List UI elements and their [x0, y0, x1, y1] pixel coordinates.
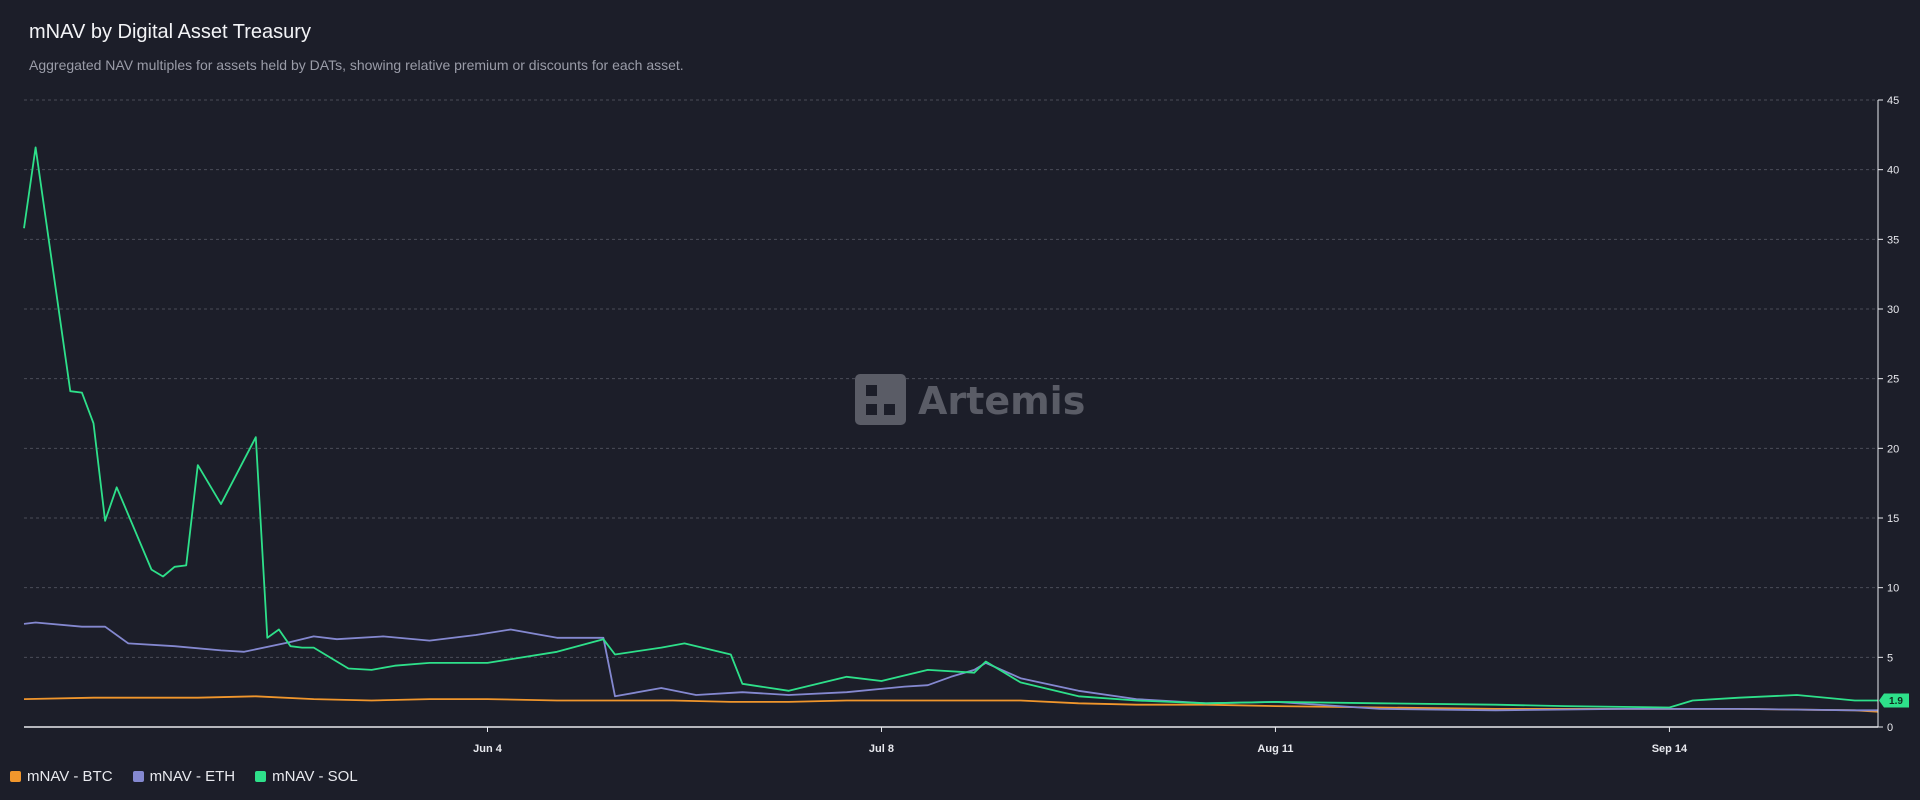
- legend-item[interactable]: mNAV - SOL: [255, 768, 358, 785]
- series-line-mnav-eth: [23, 621, 1878, 712]
- legend-item[interactable]: mNAV - ETH: [132, 768, 236, 785]
- artemis-logo-icon-cut: [866, 404, 877, 415]
- x-tick-label: Jun 4: [473, 743, 503, 755]
- y-tick-label: 10: [1887, 583, 1899, 595]
- end-value-tag: [1879, 693, 1909, 708]
- legend-swatch: [10, 771, 21, 782]
- y-tick-label: 20: [1887, 443, 1899, 455]
- y-tick-label: 35: [1887, 234, 1899, 246]
- artemis-logo-icon: [855, 374, 906, 425]
- chart-title: mNAV by Digital Asset Treasury: [29, 21, 311, 43]
- artemis-logo-icon-cut: [866, 385, 877, 396]
- y-tick-label: 25: [1887, 374, 1899, 386]
- end-value-label: 1.9: [1889, 696, 1903, 707]
- legend-swatch: [132, 771, 144, 782]
- series-line-mnav-sol: [23, 146, 1878, 709]
- y-tick-label: 5: [1887, 652, 1893, 664]
- legend-label: mNAV - SOL: [272, 768, 358, 785]
- artemis-logo-icon-cut: [884, 404, 895, 415]
- y-tick-label: 30: [1887, 304, 1899, 316]
- legend-item[interactable]: mNAV - BTC: [10, 768, 113, 785]
- y-tick-label: 40: [1887, 165, 1899, 177]
- legend-swatch: [255, 771, 267, 782]
- legend: mNAV - BTC mNAV - ETH mNAV - SOL: [10, 768, 358, 785]
- watermark: Artemis: [855, 374, 1085, 425]
- x-tick-label: Aug 11: [1257, 743, 1293, 755]
- legend-label: mNAV - BTC: [27, 768, 113, 785]
- series-line-mnav-btc: [23, 695, 1879, 713]
- watermark-text: Artemis: [918, 379, 1085, 423]
- y-tick-label: 15: [1887, 513, 1899, 525]
- chart-subtitle: Aggregated NAV multiples for assets held…: [29, 57, 684, 73]
- end-label: 1.9: [1879, 693, 1909, 708]
- y-tick-label: 45: [1887, 95, 1899, 107]
- axes: 0 5 10 15 20 25 30 35 40 45 Jun 4 Jul 8 Aug 11 Sep 14: [24, 95, 1899, 755]
- y-tick-label: 0: [1887, 722, 1893, 734]
- x-tick-label: Jul 8: [869, 743, 894, 755]
- legend-label: mNAV - ETH: [149, 768, 236, 785]
- x-tick-label: Sep 14: [1652, 743, 1688, 755]
- series-layer: [23, 146, 1879, 713]
